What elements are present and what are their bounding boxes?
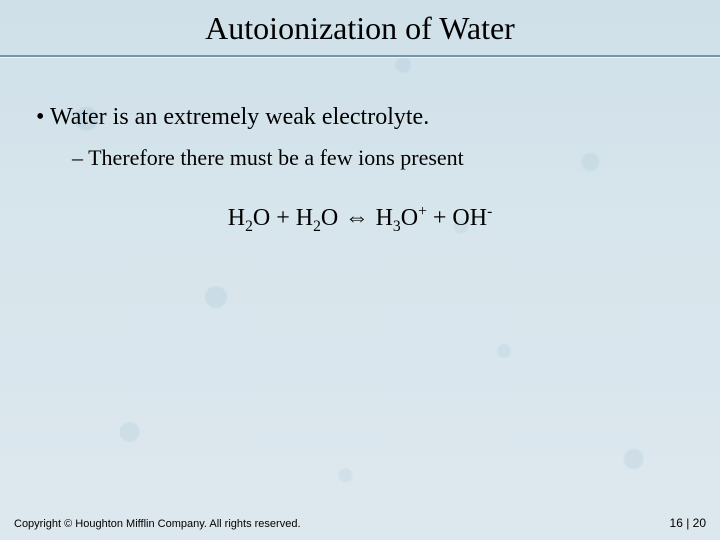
bullet-level-1: Water is an extremely weak electrolyte. [36, 102, 684, 132]
eq-base: H [296, 205, 313, 231]
page-number: 16 | 20 [670, 516, 706, 530]
eq-sub: 2 [313, 217, 321, 234]
title-area: Autoionization of Water [0, 0, 720, 58]
eq-sup: - [487, 203, 492, 220]
eq-tail: O [253, 205, 270, 231]
eq-h3o-plus: H3O+ [376, 205, 427, 231]
eq-h2o-2: H2O [296, 205, 338, 231]
eq-tail: O [321, 205, 338, 231]
eq-sub: 3 [393, 217, 401, 234]
eq-base: H [376, 205, 393, 231]
copyright-text: Copyright © Houghton Mifflin Company. Al… [14, 518, 301, 530]
eq-tail: O [401, 205, 418, 231]
eq-base: H [228, 205, 245, 231]
eq-base: OH [452, 205, 487, 231]
bullet-level-2: Therefore there must be a few ions prese… [72, 144, 684, 172]
equation: H2O + H2O ⇔ H3O+ + OH- [36, 202, 684, 236]
eq-oh-minus: OH- [452, 205, 492, 231]
slide: Autoionization of Water Water is an extr… [0, 0, 720, 540]
slide-title: Autoionization of Water [0, 10, 720, 55]
eq-sub: 2 [245, 217, 253, 234]
eq-sup: + [418, 203, 427, 220]
eq-equilibrium-arrow: ⇔ [338, 204, 375, 231]
footer: Copyright © Houghton Mifflin Company. Al… [0, 516, 720, 530]
eq-h2o-1: H2O [228, 205, 270, 231]
eq-plus: + [427, 205, 453, 231]
eq-plus: + [270, 205, 296, 231]
slide-body: Water is an extremely weak electrolyte. … [0, 58, 720, 236]
